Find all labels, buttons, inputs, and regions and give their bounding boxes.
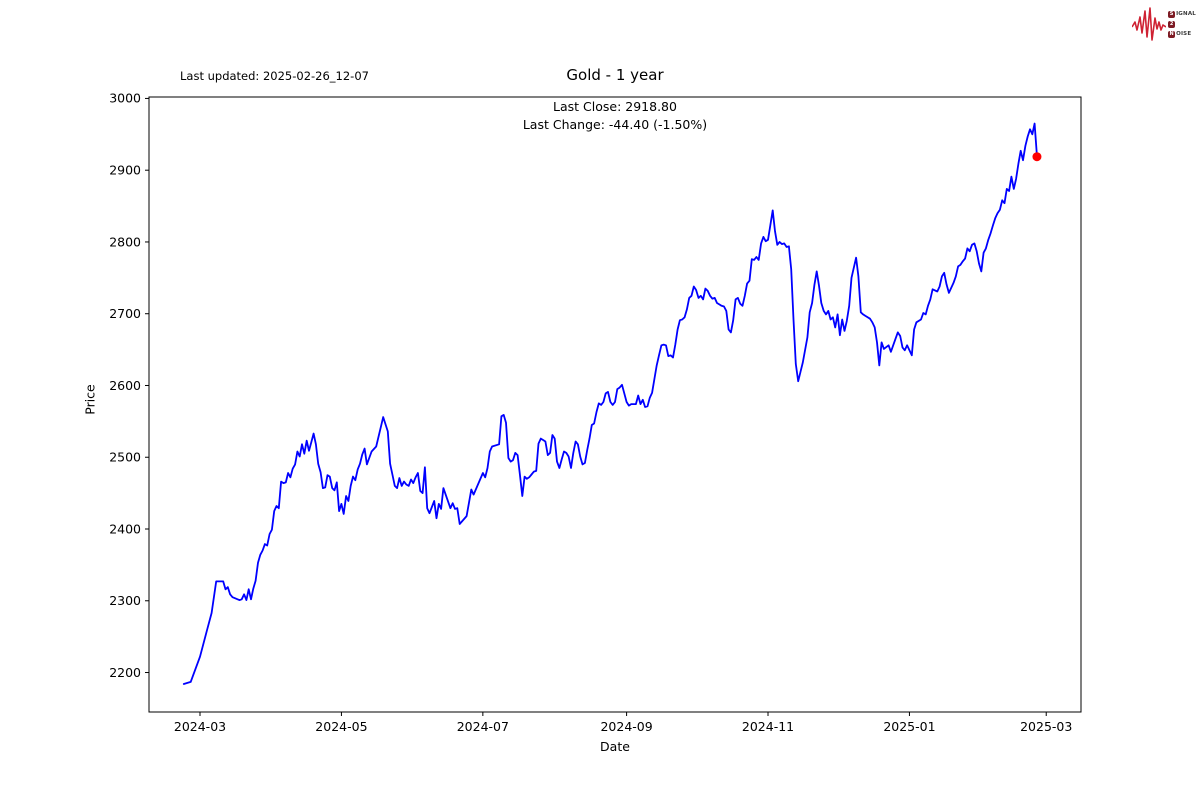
last-close-annotation: Last Close: 2918.80 xyxy=(553,99,677,114)
x-tick-label: 2024-05 xyxy=(315,719,367,734)
y-tick-label: 2400 xyxy=(109,521,141,536)
y-tick-label: 2800 xyxy=(109,234,141,249)
y-tick-label: 2600 xyxy=(109,378,141,393)
last-close-marker xyxy=(1032,152,1042,162)
x-tick-label: 2024-09 xyxy=(600,719,652,734)
last-change-annotation: Last Change: -44.40 (-1.50%) xyxy=(522,117,708,132)
y-tick-label: 2700 xyxy=(109,306,141,321)
logo-badge-s: S xyxy=(1168,10,1176,18)
axes-spines xyxy=(148,96,1082,713)
logo-row: S IGNAL xyxy=(1168,10,1196,18)
waveform-path xyxy=(1132,7,1167,41)
logo-badge-n: N xyxy=(1168,30,1176,38)
last-updated-text: Last updated: 2025-02-26_12-07 xyxy=(180,69,369,83)
y-tick-label: 2200 xyxy=(109,665,141,680)
y-tick-label: 2500 xyxy=(109,450,141,465)
logo-row: 2 xyxy=(1168,20,1196,29)
x-tick-label: 2025-01 xyxy=(883,719,935,734)
x-tick-label: 2024-03 xyxy=(174,719,226,734)
gold-price-line xyxy=(182,122,1038,685)
x-tick-label: 2024-07 xyxy=(457,719,509,734)
waveform-icon xyxy=(1132,7,1167,41)
logo-text-block: S IGNAL 2 N OISE xyxy=(1168,10,1196,39)
logo-row: N OISE xyxy=(1168,30,1192,38)
signal-2-noise-logo: S IGNAL 2 N OISE xyxy=(1132,5,1196,43)
x-tick-label: 2025-03 xyxy=(1020,719,1072,734)
y-tick-label: 3000 xyxy=(109,91,141,106)
x-axis-label: Date xyxy=(600,739,630,754)
y-tick-label: 2300 xyxy=(109,593,141,608)
chart-title: Gold - 1 year xyxy=(566,66,664,84)
x-tick-label: 2024-11 xyxy=(742,719,794,734)
logo-badge-2: 2 xyxy=(1168,20,1176,28)
y-tick-label: 2900 xyxy=(109,162,141,177)
